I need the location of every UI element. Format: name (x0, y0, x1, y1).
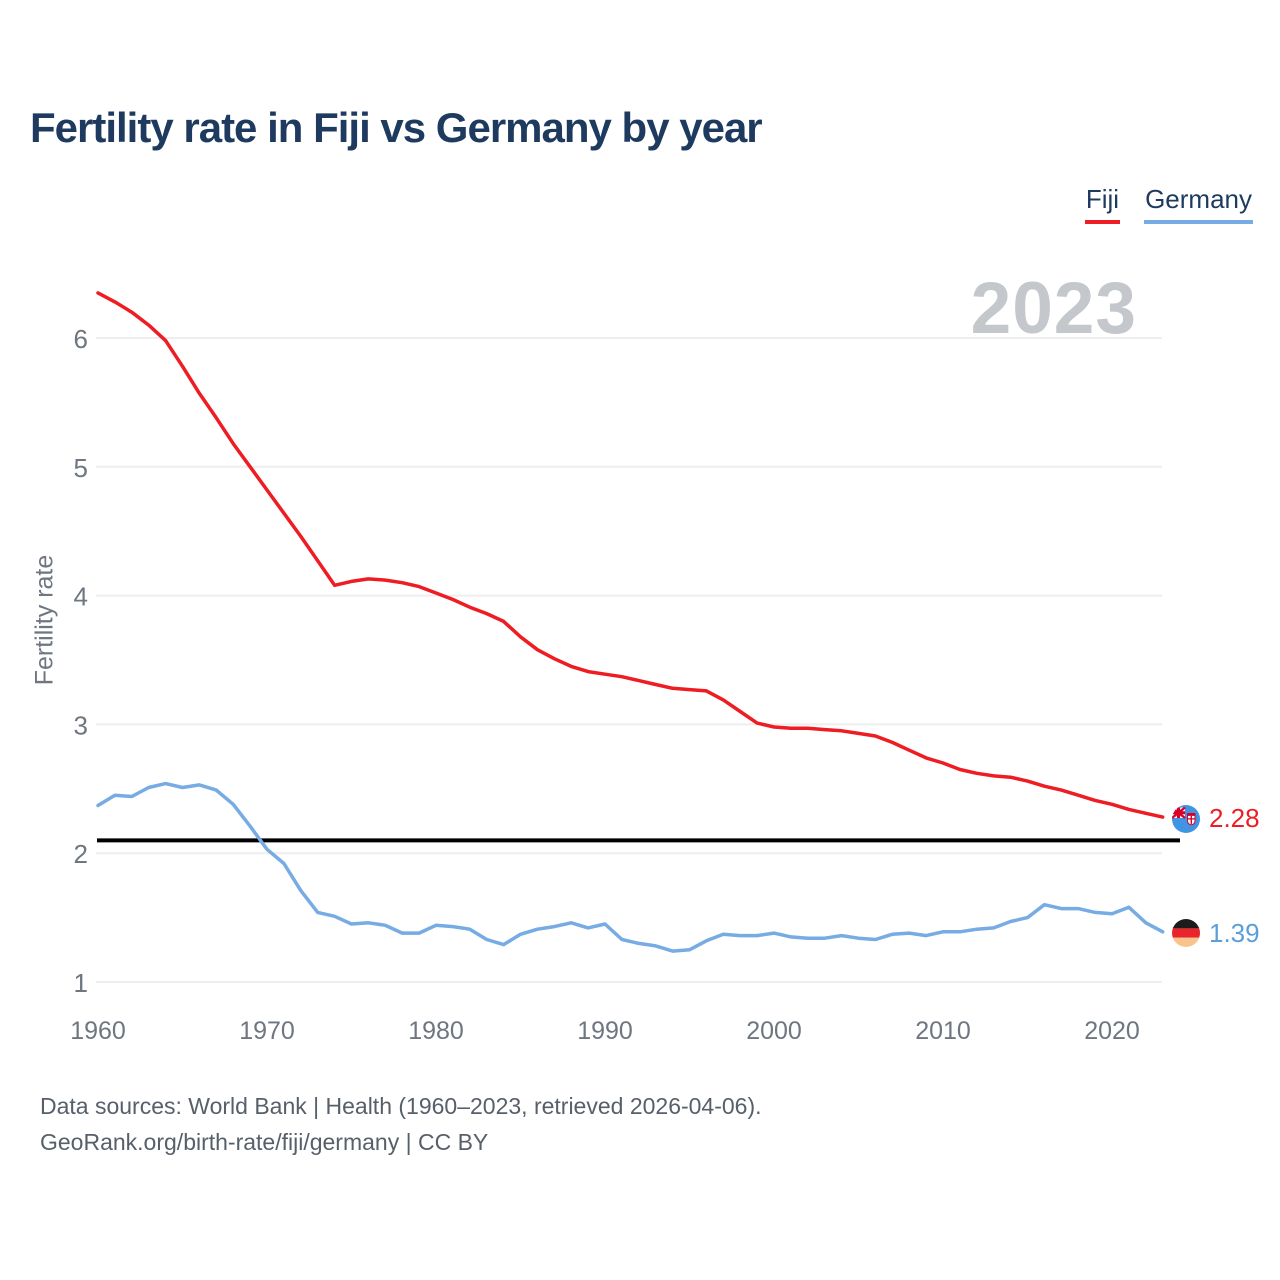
y-tick-label-4: 4 (74, 582, 88, 612)
germany-flag-icon (1172, 919, 1200, 948)
end-value-fiji: 2.28 (1209, 803, 1260, 834)
legend-label-fiji: Fiji (1084, 184, 1121, 224)
y-tick-label-1: 1 (74, 968, 88, 998)
data-sources-line: Data sources: World Bank | Health (1960–… (40, 1093, 762, 1119)
series-line-fiji (96, 291, 1165, 819)
x-tick-label-1960: 1960 (70, 1017, 126, 1045)
x-tick-label-2010: 2010 (915, 1017, 971, 1045)
x-tick-label-1990: 1990 (577, 1017, 633, 1045)
y-tick-label-6: 6 (74, 324, 88, 354)
x-tick-label-2020: 2020 (1084, 1017, 1140, 1045)
y-tick-label-2: 2 (74, 839, 88, 869)
attribution-footer: Data sources: World Bank | Health (1960–… (40, 1088, 762, 1160)
georank-url-line: GeoRank.org/birth-rate/fiji/germany | CC… (40, 1129, 489, 1155)
end-value-germany: 1.39 (1209, 917, 1260, 948)
x-tick-label-1970: 1970 (239, 1017, 295, 1045)
y-axis-title: Fertility rate (30, 554, 59, 686)
legend-item-fiji[interactable]: Fiji (1084, 184, 1121, 224)
y-tick-label-5: 5 (74, 453, 88, 483)
y-tick-label-3: 3 (74, 710, 88, 740)
legend-label-germany: Germany (1144, 184, 1253, 224)
end-label-fiji: 2.28 (1172, 803, 1260, 834)
x-tick-label-2000: 2000 (746, 1017, 802, 1045)
fiji-flag-icon (1172, 804, 1200, 833)
series-line-germany (96, 781, 1165, 953)
end-label-germany: 1.39 (1172, 918, 1260, 949)
legend: Fiji Germany (1084, 184, 1253, 224)
x-tick-label-1980: 1980 (408, 1017, 464, 1045)
watermark-year: 2023 (970, 268, 1137, 349)
page-title: Fertility rate in Fiji vs Germany by yea… (30, 104, 763, 151)
legend-item-germany[interactable]: Germany (1144, 184, 1253, 224)
